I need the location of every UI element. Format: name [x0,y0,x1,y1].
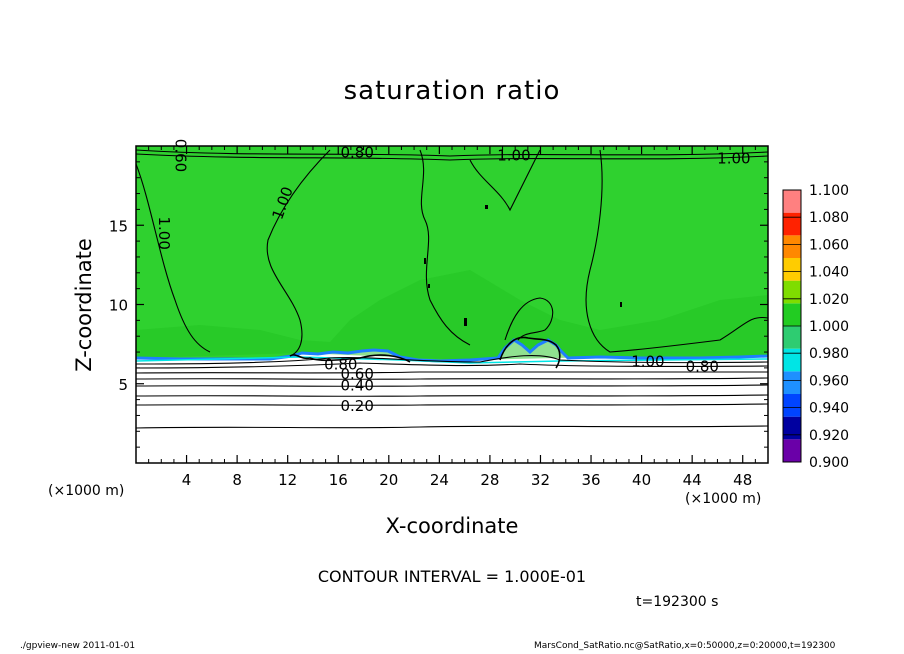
colorbar-segment-10 [783,212,801,236]
colorbar-segment-4 [783,348,801,372]
y-axis-label: Z-coordinate [72,238,96,372]
chart-title: saturation ratio [343,76,561,106]
colorbar-segment-1 [783,416,801,440]
colorbar-segment-11 [783,190,801,213]
colorbar-segment-9 [783,235,801,258]
colorbar-segment-5 [783,326,801,349]
footer-left: ./gpview-new 2011-01-01 [20,641,136,651]
contour-labels: 0.200.400.60 0.801.001.001.000.801.00 1.00… [155,139,751,415]
x-tick-label-10: 44 [683,471,702,489]
x-axis-ticks: 4 8 12 16 20 24 28 32 36 40 44 48 [148,146,756,489]
contour-label-1: 0.40 [340,376,373,394]
contour-cloud-top [289,336,561,369]
saturated-subregion [136,270,768,360]
contour-label-8: 1.00 [497,147,530,165]
x-tick-label-6: 28 [480,471,499,489]
y-tick-label-1: 10 [109,297,128,315]
colorbar-label-4: 0.980 [809,346,849,362]
colorbar-segment-8 [783,258,801,281]
time-label: t=192300 s [636,594,719,610]
colorbar-label-1: 0.920 [809,428,849,444]
colorbar-label-6: 1.020 [809,292,849,308]
contour-label-0: 0.20 [340,397,373,415]
y-axis-ticks: 5 10 15 [109,161,768,448]
colorbar-label-3: 0.960 [809,373,849,389]
x-tick-label-5: 24 [430,471,449,489]
colorbar: 0.900 0.920 0.940 0.960 0.980 1.000 1.020 1.040… [782,183,849,471]
colorbar-segment-0 [783,439,801,462]
colorbar-segment-6 [783,303,801,326]
colorbar-label-7: 1.040 [809,265,849,281]
contour-label-7: 0.80 [324,356,357,374]
x-tick-label-4: 20 [379,471,398,489]
colorbar-segment-7 [783,280,801,304]
x-tick-label-0: 4 [182,471,192,489]
contour-label-4: 1.00 [631,353,664,371]
x-unit-label: (×1000 m) [48,483,125,499]
x-tick-label-3: 16 [329,471,348,489]
footer-right: MarsCond_SatRatio.nc@SatRatio,x=0:50000,… [534,641,836,651]
x-tick-label-11: 48 [733,471,752,489]
contour-label-11: 0.80 [340,143,373,161]
x-axis-label: X-coordinate [385,514,519,538]
contour-label-2: 0.60 [340,365,373,383]
contour-lines-saturated [136,149,768,357]
x-tick-label-9: 40 [632,471,651,489]
contour-0-98 [136,338,768,363]
colorbar-segment-3 [783,371,801,394]
contour-label-10: 0.60 [171,139,189,172]
x-tick-label-8: 36 [581,471,600,489]
colorbar-label-5: 1.000 [809,319,849,335]
x-unit-label-right: (×1000 m) [685,491,762,507]
colorbar-label-0: 0.900 [809,455,849,471]
colorbar-label-10: 1.100 [809,183,849,199]
y-tick-label-2: 15 [109,217,128,235]
x-tick-label-7: 32 [531,471,550,489]
colorbar-label-9: 1.080 [809,210,849,226]
x-tick-label-2: 12 [278,471,297,489]
plot-area [136,146,768,463]
x-tick-label-1: 8 [232,471,242,489]
contour-label-3: 0.80 [686,357,719,375]
colorbar-segment-2 [783,394,801,417]
y-tick-label-0: 5 [118,376,128,394]
contour-lines-subsaturated [136,354,768,429]
contour-interval-text: CONTOUR INTERVAL = 1.000E-01 [317,567,587,586]
contour-label-5: 1.00 [155,216,173,249]
contour-label-9: 1.00 [717,150,750,168]
colorbar-label-8: 1.060 [809,237,849,253]
cloud-fragments [424,205,622,326]
colorbar-label-2: 0.940 [809,401,849,417]
